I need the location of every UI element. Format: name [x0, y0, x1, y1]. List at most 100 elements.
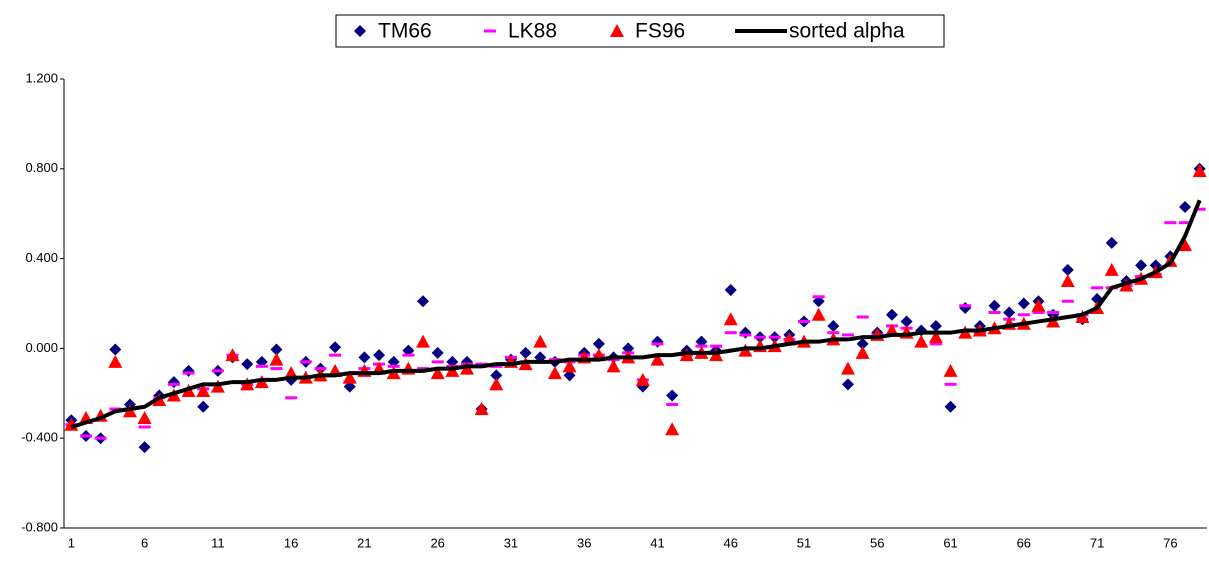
diamond-marker [988, 299, 1001, 312]
triangle-marker [1192, 164, 1207, 178]
dash-marker [988, 310, 1001, 314]
diamond-marker [900, 315, 913, 328]
alpha-line [70, 199, 1202, 429]
triangle-marker [855, 345, 870, 359]
diamond-marker [1179, 200, 1192, 213]
x-tick-label: 56 [870, 535, 884, 550]
legend-swatch [610, 24, 624, 37]
diamond-marker [241, 358, 254, 371]
y-tick-label: -0.400 [21, 430, 58, 445]
y-tick-label: 0.800 [25, 160, 58, 175]
dash-marker [1164, 221, 1177, 225]
diamond-marker [1105, 236, 1118, 249]
legend-label: TM66 [378, 20, 432, 43]
x-tick-label: 31 [504, 535, 518, 550]
x-tick-label: 51 [797, 535, 811, 550]
diamond-marker [373, 349, 386, 362]
dash-marker [798, 319, 811, 323]
x-tick-label: 76 [1163, 535, 1177, 550]
x-tick-label: 11 [211, 535, 225, 550]
dash-marker [1193, 207, 1206, 211]
diamond-marker [1003, 306, 1016, 319]
dash-marker [79, 434, 92, 438]
diamond-marker [1135, 259, 1148, 272]
triangle-marker [1104, 262, 1119, 276]
y-tick-label: 1.200 [25, 70, 58, 85]
triangle-marker [108, 354, 123, 368]
x-tick-label: 21 [357, 535, 371, 550]
x-tick-label: 61 [943, 535, 957, 550]
diamond-marker [592, 337, 605, 350]
triangle-marker [269, 352, 284, 366]
dash-marker [182, 371, 195, 375]
dash-marker [959, 304, 972, 308]
dash-marker [1091, 286, 1104, 290]
diamond-marker [1061, 263, 1074, 276]
triangle-marker [635, 372, 650, 386]
dash-marker [475, 362, 488, 366]
diamond-marker [856, 337, 869, 350]
triangle-marker [1031, 298, 1046, 312]
legend-label: FS96 [635, 20, 685, 43]
dash-marker [856, 315, 869, 319]
diamond-marker [827, 319, 840, 332]
diamond-marker [109, 343, 122, 356]
dash-marker [270, 367, 283, 371]
dash-marker [666, 403, 679, 407]
diamond-marker [358, 351, 371, 364]
dash-marker [402, 353, 415, 357]
dash-marker [1179, 221, 1192, 225]
x-tick-label: 1 [68, 535, 75, 550]
triangle-marker [914, 334, 929, 348]
diamond-marker [431, 346, 444, 359]
diamond-marker [841, 378, 854, 391]
diamond-marker [929, 319, 942, 332]
triangle-marker [489, 377, 504, 391]
dash-marker [329, 353, 342, 357]
dash-marker [929, 342, 942, 346]
dash-marker [94, 436, 107, 440]
triangle-marker [650, 352, 665, 366]
diamond-marker [138, 441, 151, 454]
diamond-marker [959, 301, 972, 314]
x-tick-label: 16 [284, 535, 298, 550]
diamond-marker [270, 343, 283, 356]
x-tick-label: 71 [1090, 535, 1104, 550]
diamond-marker [1017, 297, 1030, 310]
x-tick-label: 36 [577, 535, 591, 550]
triangle-marker [342, 370, 357, 384]
dash-marker [548, 358, 561, 362]
diamond-marker [724, 284, 737, 297]
dash-marker [812, 295, 825, 299]
dash-marker [431, 360, 444, 364]
dash-marker [710, 344, 723, 348]
triangle-marker [928, 330, 943, 344]
dash-marker [211, 369, 224, 373]
x-tick-label: 41 [650, 535, 664, 550]
dash-marker [285, 396, 298, 400]
y-tick-label: 0.000 [25, 340, 58, 355]
triangle-marker [840, 361, 855, 375]
legend-label: LK88 [508, 20, 557, 43]
triangle-marker [562, 359, 577, 373]
diamond-marker [182, 364, 195, 377]
triangle-marker [723, 312, 738, 326]
triangle-marker [416, 334, 431, 348]
x-tick-label: 46 [724, 535, 738, 550]
triangle-marker [137, 410, 152, 424]
dash-marker [1017, 313, 1030, 317]
triangle-marker [533, 334, 548, 348]
triangle-marker [430, 366, 445, 380]
legend-swatch [354, 25, 366, 37]
triangle-marker [665, 422, 680, 436]
dash-marker [651, 342, 664, 346]
y-tick-label: -0.800 [21, 519, 58, 534]
diamond-marker [197, 400, 210, 413]
x-tick-label: 6 [141, 535, 148, 550]
dash-marker [167, 382, 180, 386]
diamond-marker [167, 376, 180, 389]
triangle-marker [196, 384, 211, 398]
triangle-marker [1178, 238, 1193, 252]
triangle-marker [606, 359, 621, 373]
